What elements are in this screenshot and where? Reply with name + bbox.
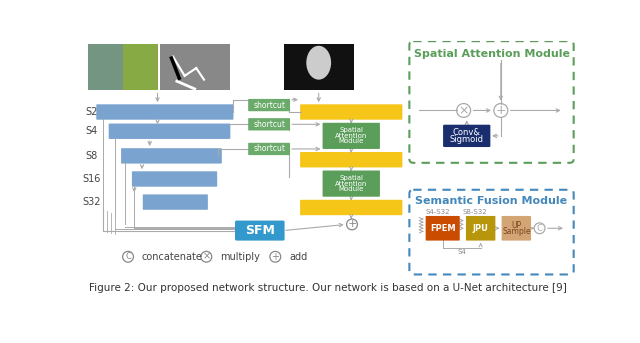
FancyBboxPatch shape [109,123,230,139]
Text: Spatial Attention Module: Spatial Attention Module [413,49,570,59]
FancyBboxPatch shape [121,148,222,164]
FancyBboxPatch shape [235,221,285,240]
FancyBboxPatch shape [410,41,573,163]
Text: Sample: Sample [502,227,531,236]
FancyBboxPatch shape [96,104,234,120]
Text: SFM: SFM [245,224,275,237]
Text: S16: S16 [83,174,101,184]
Text: Figure 2: Our proposed network structure. Our network is based on a U-Net archit: Figure 2: Our proposed network structure… [89,283,567,293]
Text: ×: × [202,252,211,262]
FancyBboxPatch shape [160,44,230,91]
Text: Sigmoid: Sigmoid [450,135,484,144]
FancyBboxPatch shape [248,118,290,130]
FancyBboxPatch shape [443,125,490,147]
FancyBboxPatch shape [132,171,217,187]
Text: multiply: multiply [220,252,260,262]
FancyBboxPatch shape [88,44,157,91]
Text: C: C [125,252,131,261]
Text: S8: S8 [86,151,98,161]
Text: Attention: Attention [335,181,367,187]
Text: Semantic Fusion Module: Semantic Fusion Module [415,196,568,206]
Text: S4: S4 [86,126,98,136]
FancyBboxPatch shape [88,44,123,91]
Text: shortcut: shortcut [253,120,285,129]
FancyBboxPatch shape [248,143,290,155]
FancyBboxPatch shape [300,104,403,120]
FancyBboxPatch shape [426,216,460,240]
Text: Conv&: Conv& [452,128,481,137]
FancyBboxPatch shape [323,123,380,149]
Text: concatenate: concatenate [142,252,203,262]
Text: S4: S4 [458,249,466,255]
Text: Module: Module [339,138,364,144]
Text: JPU: JPU [473,224,488,233]
FancyBboxPatch shape [284,44,353,91]
FancyBboxPatch shape [410,190,573,274]
Text: +: + [495,104,506,117]
Text: Spatial: Spatial [339,175,364,181]
Text: shortcut: shortcut [253,100,285,109]
FancyBboxPatch shape [466,216,495,240]
Text: FPEM: FPEM [430,224,456,233]
FancyBboxPatch shape [248,99,290,111]
FancyBboxPatch shape [143,194,208,210]
Text: UP: UP [511,221,522,230]
FancyBboxPatch shape [323,170,380,197]
Text: Attention: Attention [335,133,367,139]
Text: +: + [348,220,356,229]
FancyBboxPatch shape [502,216,531,240]
Text: C: C [536,224,543,233]
Ellipse shape [307,46,331,80]
Text: S8-S32: S8-S32 [463,209,488,215]
Text: Spatial: Spatial [339,128,364,133]
Text: Module: Module [339,186,364,192]
FancyBboxPatch shape [300,200,403,215]
FancyBboxPatch shape [300,152,403,167]
Text: shortcut: shortcut [253,144,285,153]
Text: add: add [289,252,307,262]
Text: ×: × [458,104,469,117]
Text: S32: S32 [83,197,101,207]
Text: +: + [271,252,279,262]
Text: S4-S32: S4-S32 [425,209,449,215]
Text: S2: S2 [85,107,98,117]
